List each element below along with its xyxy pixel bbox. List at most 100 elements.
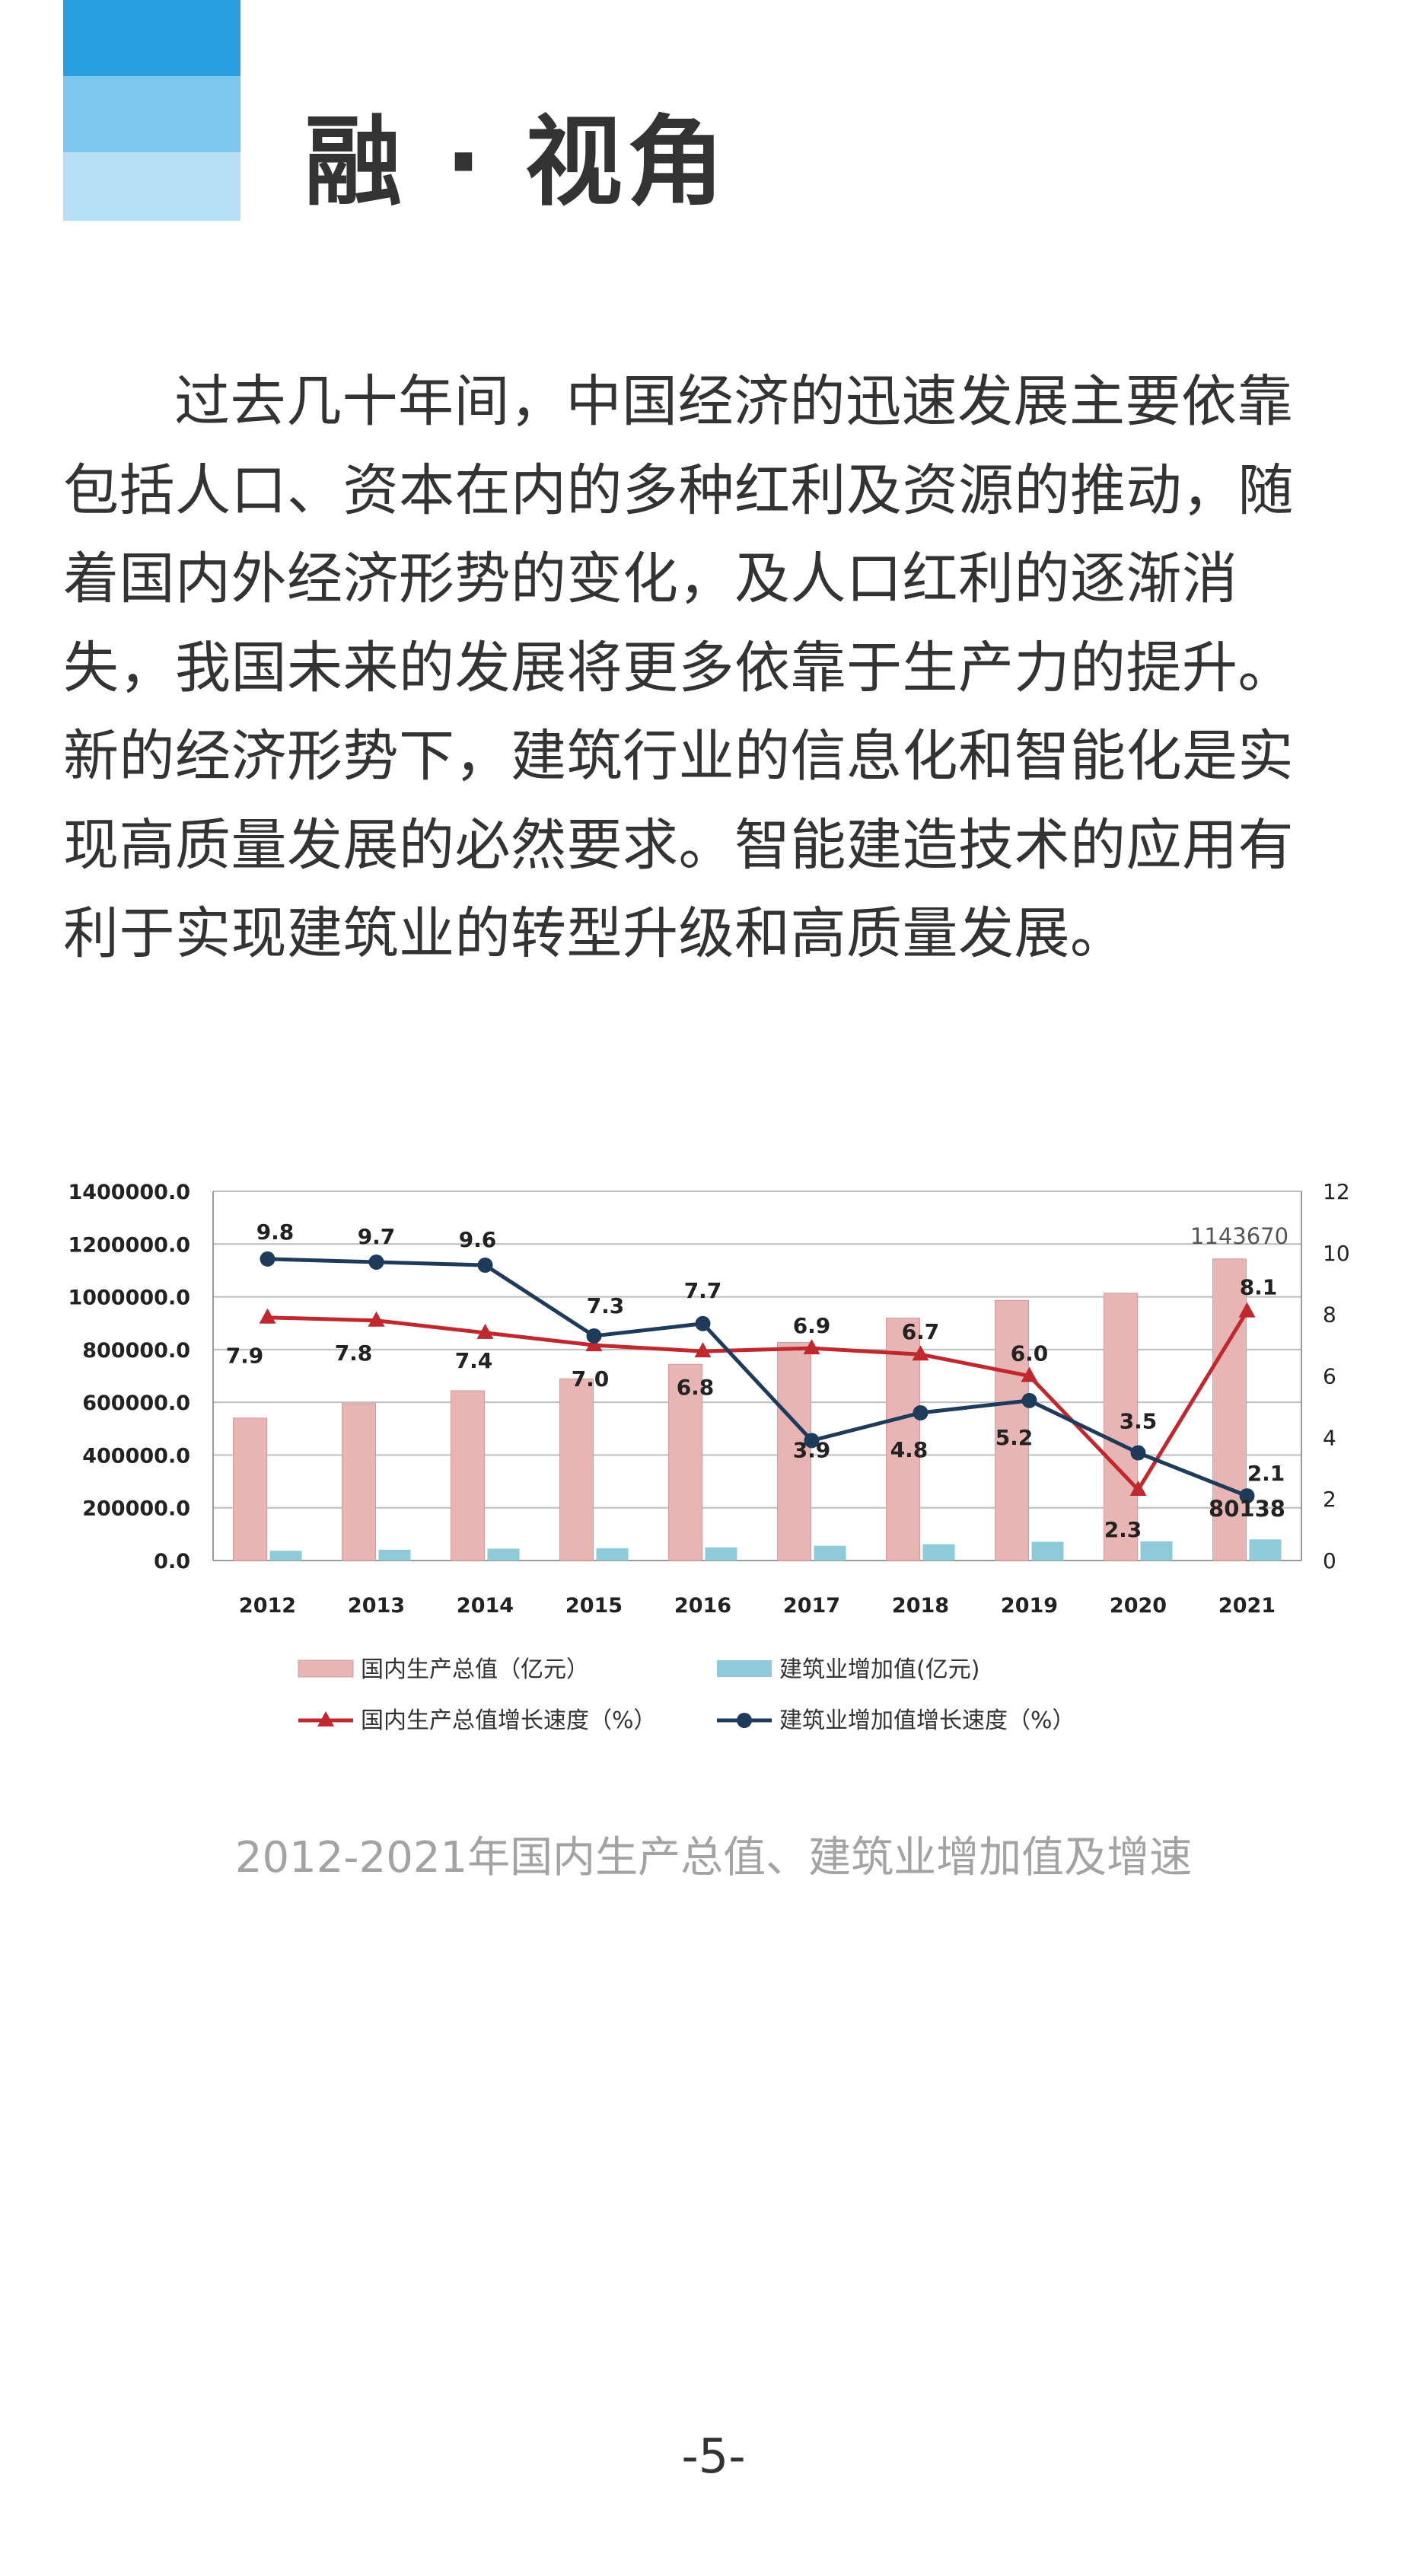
bar-construction: [378, 1549, 411, 1561]
construction-growth-data-label: 9.7: [358, 1224, 396, 1249]
y-left-tick-label: 800000.0: [82, 1339, 190, 1363]
bar-gdp: [559, 1378, 594, 1561]
construction-growth-data-label: 7.7: [684, 1278, 722, 1303]
x-tick-label: 2020: [1110, 1594, 1167, 1618]
bar-construction: [1249, 1539, 1282, 1561]
gdp-growth-data-label: 7.8: [335, 1341, 373, 1366]
x-tick-label: 2013: [348, 1594, 405, 1618]
legend-swatch-construction: [717, 1660, 772, 1677]
page-number: -5-: [681, 2428, 746, 2484]
bar-construction: [269, 1551, 302, 1561]
gdp-growth-data-label: 7.0: [572, 1366, 610, 1392]
gdp-growth-data-label: 7.9: [226, 1344, 264, 1369]
construction-growth-point: [1130, 1445, 1146, 1461]
bar-gdp: [777, 1341, 811, 1561]
gdp-growth-point: [259, 1308, 276, 1324]
header-decoration-light: [63, 152, 240, 221]
y-left-tick-label: 400000.0: [82, 1444, 190, 1468]
y-right-tick-label: 12: [1323, 1179, 1350, 1204]
construction-growth-point: [1021, 1392, 1037, 1408]
construction-growth-data-label: 3.5: [1120, 1409, 1158, 1434]
bar-gdp: [995, 1299, 1029, 1561]
x-tick-label: 2015: [565, 1594, 623, 1618]
body-paragraph: 过去几十年间，中国经济的迅速发展主要依靠包括人口、资本在内的多种红利及资源的推动…: [63, 369, 1294, 966]
x-tick-label: 2018: [892, 1594, 949, 1618]
construction-growth-data-label: 5.2: [995, 1425, 1034, 1450]
gdp-growth-point: [368, 1311, 385, 1327]
construction-growth-data-label: 7.3: [587, 1293, 625, 1318]
legend-label-construction: 建筑业增加值(亿元): [779, 1656, 979, 1683]
legend-marker-construction-growth: [737, 1713, 752, 1728]
gdp-growth-data-label: 2.3: [1104, 1517, 1142, 1542]
x-tick-label: 2016: [674, 1594, 731, 1618]
bar-gdp: [1104, 1293, 1138, 1561]
gdp-growth-data-label: 6.7: [902, 1319, 940, 1344]
x-tick-label: 2021: [1218, 1594, 1276, 1618]
y-right-tick-label: 6: [1323, 1364, 1336, 1389]
construction-growth-point: [260, 1251, 276, 1267]
y-left-tick-label: 1000000.0: [68, 1286, 190, 1310]
bar-gdp: [342, 1403, 376, 1561]
gdp-growth-data-label: 6.9: [793, 1313, 831, 1338]
header-decoration-dark: [63, 0, 240, 76]
y-right-tick-label: 4: [1323, 1425, 1336, 1450]
bar-construction: [487, 1548, 520, 1561]
construction-growth-point: [368, 1254, 384, 1270]
gdp-growth-data-label: 6.8: [677, 1375, 715, 1400]
bar-gdp: [451, 1390, 485, 1561]
construction-growth-data-label: 3.9: [793, 1437, 831, 1462]
x-tick-label: 2014: [457, 1594, 514, 1618]
bar-construction: [596, 1548, 629, 1561]
bar-construction: [922, 1544, 955, 1561]
construction-growth-point: [804, 1433, 820, 1449]
y-left-tick-label: 0.0: [154, 1550, 190, 1573]
y-right-tick-label: 0: [1323, 1548, 1336, 1573]
legend-swatch-gdp: [298, 1659, 354, 1678]
y-left-tick-label: 200000.0: [82, 1497, 190, 1521]
combo-chart: 0.0 200000.0 400000.0 600000.0 800000.0 10000…: [0, 1157, 1427, 1804]
gdp-growth-point: [585, 1336, 603, 1352]
y-right-tick-label: 10: [1323, 1241, 1350, 1266]
construction-growth-point: [586, 1328, 602, 1344]
legend-label-gdp: 国内生产总值（亿元）: [361, 1656, 589, 1683]
bar-construction: [814, 1545, 846, 1561]
construction-growth-data-label: 9.8: [256, 1219, 295, 1245]
header-decoration-mid: [63, 76, 240, 152]
section-title: 融 · 视角: [304, 106, 729, 219]
construction-growth-data-label: 9.6: [459, 1227, 497, 1252]
bar-construction: [1031, 1541, 1064, 1561]
chart-canvas: 0.0 200000.0 400000.0 600000.0 800000.0 10000…: [68, 1179, 1350, 1734]
legend-label-construction-growth: 建筑业增加值增长速度（%）: [779, 1707, 1075, 1734]
legend-marker-gdp-growth: [317, 1711, 334, 1726]
construction-growth-data-label: 4.8: [890, 1437, 929, 1462]
gdp-growth-data-label: 6.0: [1011, 1341, 1049, 1366]
y-left-tick-label: 600000.0: [82, 1392, 190, 1415]
x-tick-label: 2019: [1001, 1594, 1058, 1618]
y-right-tick-label: 8: [1323, 1302, 1336, 1328]
construction-growth-data-label: 2.1: [1247, 1461, 1285, 1486]
bar-construction: [1140, 1541, 1173, 1561]
annotation-gdp-2021: 1143670: [1190, 1223, 1288, 1249]
chart-caption: 2012-2021年国内生产总值、建筑业增加值及增速: [234, 1833, 1193, 1883]
bar-gdp: [233, 1417, 267, 1561]
bar-construction: [705, 1547, 737, 1561]
gdp-growth-point: [1021, 1366, 1038, 1382]
annotation-construction-2021: 80138: [1209, 1496, 1285, 1522]
construction-growth-point: [695, 1315, 711, 1331]
gdp-growth-point: [1129, 1481, 1147, 1497]
gdp-growth-data-label: 7.4: [455, 1348, 493, 1373]
x-tick-label: 2012: [239, 1594, 296, 1618]
bar-gdp: [668, 1363, 702, 1561]
y-left-tick-label: 1400000.0: [68, 1181, 190, 1204]
construction-growth-point: [1239, 1488, 1255, 1504]
bar-gdp: [1212, 1258, 1247, 1561]
construction-growth-point: [477, 1258, 493, 1273]
y-right-tick-label: 2: [1323, 1487, 1336, 1512]
gdp-growth-point: [803, 1339, 820, 1355]
construction-growth-point: [913, 1405, 929, 1420]
gdp-growth-point: [694, 1342, 712, 1358]
gdp-growth-point: [912, 1345, 929, 1361]
x-tick-label: 2017: [783, 1594, 840, 1618]
construction-growth-line: [267, 1257, 1248, 1498]
gdp-growth-point: [1238, 1302, 1256, 1318]
